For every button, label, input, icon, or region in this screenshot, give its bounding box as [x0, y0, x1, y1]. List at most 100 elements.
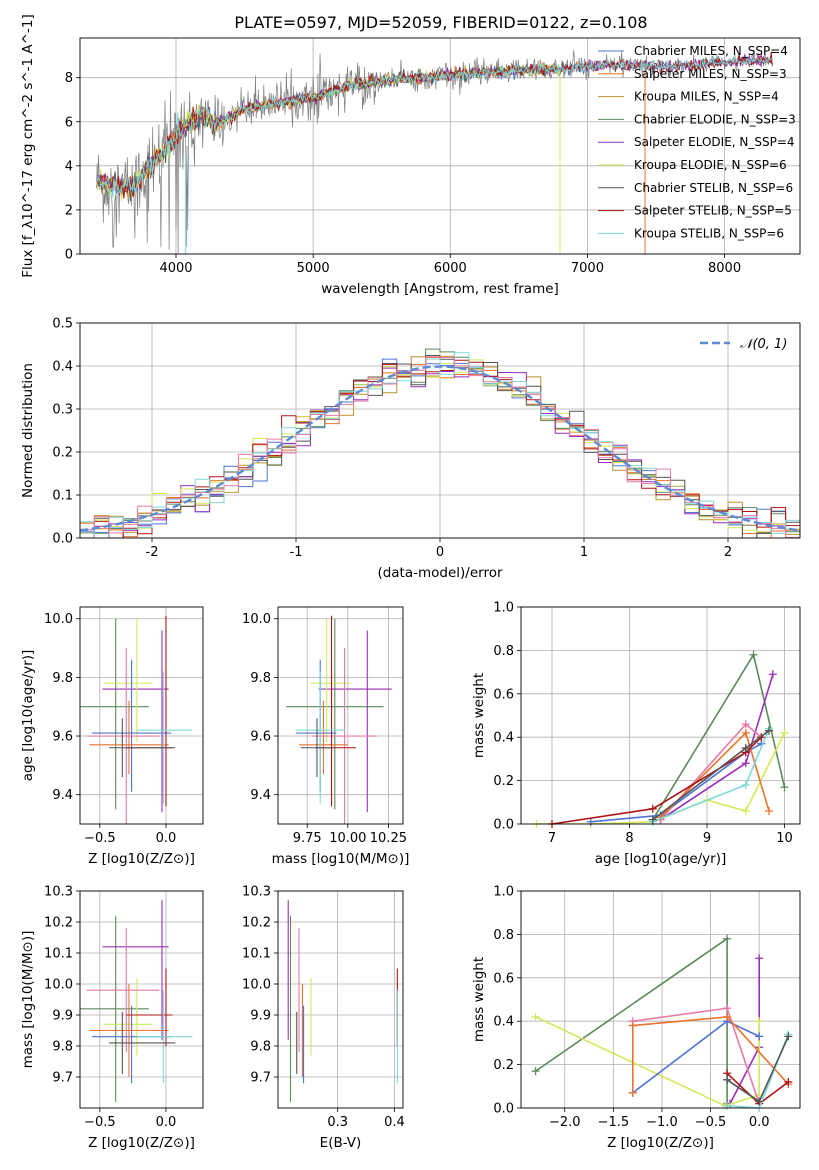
axes-frame: [79, 322, 801, 539]
x-tick-label: 0.4: [384, 1115, 405, 1130]
axes-frame: [520, 890, 801, 1109]
y-axis-label: mass weight: [471, 957, 487, 1042]
legend-entry: Salpeter MILES, N_SSP=3: [634, 67, 787, 81]
axes-frame: [277, 606, 404, 825]
age-vs-mass-plot: 9.75 10.00 10.25 9.4 9.6 9.8 10.0 mass [log10(M…: [242, 606, 409, 867]
y-tick-label: 9.7: [52, 1071, 73, 1086]
weight-marker: [723, 1012, 732, 1021]
weight-line: [632, 1016, 789, 1093]
y-tick-label: 10.3: [242, 885, 271, 900]
y-tick-label: 10.0: [242, 612, 271, 627]
y-axis-label: mass weight: [471, 673, 487, 758]
axes-frame: [79, 890, 204, 1109]
x-tick-label: 7: [548, 831, 556, 846]
gaussian-curve: [79, 365, 801, 532]
y-tick-label: 0.8: [493, 644, 514, 659]
mass-vs-metallicity-plot: −0.5 0.0 9.7 9.8 9.9 10.0 10.1 10.2 10.3 Z [log10…: [20, 885, 204, 1151]
y-tick-label: 9.9: [52, 1009, 73, 1024]
y-tick-label: 0.2: [493, 774, 514, 789]
x-axis-label: Z [log10(Z/Z⊙)]: [88, 851, 195, 867]
weight-marker: [741, 728, 750, 737]
weight-marker: [586, 817, 595, 826]
legend-entry: Salpeter ELODIE, N_SSP=4: [634, 135, 795, 149]
x-tick-label: 1: [580, 545, 588, 560]
y-tick-label: 10.0: [44, 612, 73, 627]
weight-marker: [628, 1088, 637, 1097]
weight-line: [590, 743, 762, 823]
weight-marker: [741, 759, 750, 768]
y-tick-label: 0.2: [493, 1058, 514, 1073]
y-tick-label: 0.0: [493, 818, 514, 833]
weight-marker: [648, 804, 657, 813]
y-tick-label: 0.5: [52, 317, 73, 332]
legend-entry: Kroupa STELIB, N_SSP=6: [634, 226, 784, 240]
weight-marker: [768, 670, 777, 679]
x-tick-label: 0.0: [156, 831, 177, 846]
y-tick-label: 0: [65, 248, 73, 263]
x-tick-label: 10.00: [329, 831, 366, 846]
x-tick-label: −0.5: [84, 1115, 116, 1130]
y-tick-label: 9.9: [250, 1009, 271, 1024]
weight-marker: [648, 815, 657, 824]
y-tick-label: 0.4: [493, 731, 514, 746]
weight-marker: [755, 1032, 764, 1041]
y-tick-label: 2: [65, 203, 73, 218]
weight-marker: [780, 728, 789, 737]
weight-marker: [741, 720, 750, 729]
histogram-series-9: [80, 356, 800, 538]
axes-frame: [79, 606, 204, 825]
legend-entry: Chabrier ELODIE, N_SSP=3: [634, 112, 796, 126]
y-tick-label: 9.4: [52, 788, 73, 803]
x-tick-label: -2: [146, 545, 159, 560]
x-tick-label: 9: [703, 831, 711, 846]
x-tick-label: −2.0: [549, 1115, 581, 1130]
x-tick-label: −1.5: [598, 1115, 630, 1130]
y-tick-label: 10.0: [44, 978, 73, 993]
x-tick-label: 2: [724, 545, 732, 560]
y-tick-label: 10.3: [44, 885, 73, 900]
y-tick-label: 10.2: [242, 916, 271, 931]
y-tick-label: 0.0: [493, 1102, 514, 1117]
y-tick-label: 0.1: [52, 489, 73, 504]
weight-marker: [755, 954, 764, 963]
legend-entry: Salpeter STELIB, N_SSP=5: [634, 204, 792, 218]
y-tick-label: 9.8: [52, 671, 73, 686]
x-tick-label: 6000: [434, 261, 467, 276]
x-tick-label: 8: [625, 831, 633, 846]
weight-marker: [765, 726, 773, 735]
x-tick-label: 0.0: [156, 1115, 177, 1130]
y-tick-label: 10.1: [44, 947, 73, 962]
y-tick-label: 6: [65, 115, 73, 130]
x-tick-label: 0.0: [749, 1115, 770, 1130]
y-tick-label: 0.8: [493, 928, 514, 943]
y-tick-label: 1.0: [493, 601, 514, 616]
weight-marker: [755, 1097, 764, 1106]
weight-marker: [755, 1017, 764, 1026]
histogram-series-8: [80, 352, 800, 538]
weight-marker: [723, 1075, 732, 1084]
weight-vs-age-plot: 7 8 9 10 0.0 0.2 0.4 0.6 0.8 1.0 age [log10(age/yr…: [471, 601, 801, 867]
weight-marker: [741, 780, 750, 789]
weight-marker: [780, 783, 789, 792]
x-tick-label: 10.25: [370, 831, 407, 846]
weight-marker: [784, 1077, 793, 1086]
x-axis-label: age [log10(age/yr)]: [595, 851, 727, 867]
y-tick-label: 0.6: [493, 971, 514, 986]
legend-entry: Kroupa ELODIE, N_SSP=6: [634, 158, 787, 172]
model-spectrum-8: [96, 54, 773, 199]
weight-marker: [741, 806, 750, 815]
axes-frame: [520, 606, 801, 825]
mass-vs-ebv-plot: 0.3 0.4 9.7 9.8 9.9 10.0 10.1 10.2 10.3 E(B-V): [242, 885, 405, 1152]
y-tick-label: 0.4: [493, 1015, 514, 1030]
axes-frame: [79, 37, 801, 255]
x-tick-label: -1: [290, 545, 303, 560]
y-tick-label: 8: [65, 71, 73, 86]
x-tick-label: 4000: [159, 261, 192, 276]
x-tick-label: −0.5: [695, 1115, 727, 1130]
y-tick-label: 9.6: [52, 730, 73, 745]
weight-marker: [723, 1004, 732, 1013]
weight-line: [535, 1016, 760, 1107]
weight-marker: [749, 650, 758, 659]
y-tick-label: 0.2: [52, 446, 73, 461]
